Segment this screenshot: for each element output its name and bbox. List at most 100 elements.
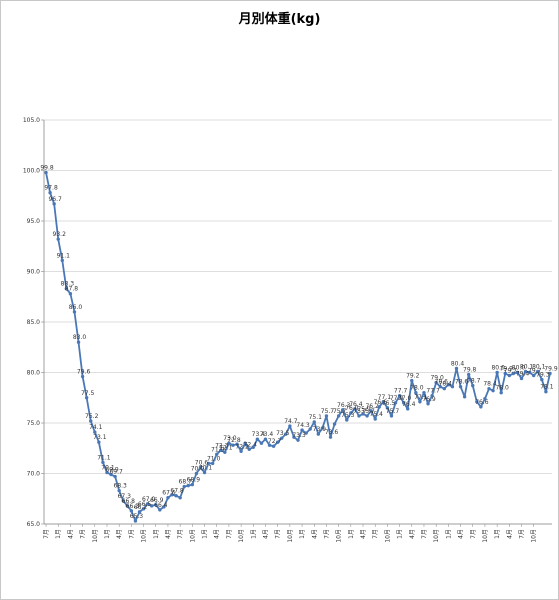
data-label: 77.7 <box>394 388 408 395</box>
y-tick-label: 75.0 <box>27 420 41 427</box>
data-label: 75.7 <box>361 408 375 415</box>
data-label: 78.0 <box>496 385 510 392</box>
data-point <box>251 445 255 449</box>
data-label: 75.1 <box>309 414 323 421</box>
data-point <box>454 366 459 371</box>
x-tick-label: 10月 <box>189 529 196 543</box>
data-label: 79.2 <box>406 373 420 380</box>
data-point <box>263 437 268 441</box>
data-label: 79.3 <box>536 372 550 379</box>
data-label: 75.3 <box>341 412 355 419</box>
data-label: 75.7 <box>353 408 367 415</box>
data-point <box>137 510 142 514</box>
data-label: 79.6 <box>77 369 91 376</box>
x-tick-label: 1月 <box>397 529 404 539</box>
data-point <box>275 440 280 444</box>
data-point <box>471 383 475 388</box>
data-point <box>178 496 182 500</box>
data-label: 66.3 <box>126 503 140 510</box>
data-point <box>349 411 353 415</box>
x-tick-label: 1月 <box>104 529 111 539</box>
data-point <box>389 414 394 418</box>
data-label: 72.3 <box>215 442 229 449</box>
data-point <box>544 389 548 394</box>
x-tick-label: 1月 <box>202 529 209 539</box>
data-label: 75.7 <box>386 408 400 415</box>
data-point <box>186 483 190 488</box>
data-label: 78.7 <box>467 378 481 385</box>
data-point <box>210 461 215 466</box>
x-tick-labels: 7月 1月 4月 7月 10月 1月 4月 7月 10月 1月 4月 7月 10月 1月 4月 7月 10月 1月… <box>43 529 538 543</box>
data-label: 68.9 <box>187 477 201 484</box>
data-label: 70.0 <box>191 466 205 473</box>
data-label: 76.2 <box>365 403 379 410</box>
x-tick-label: 4月 <box>409 529 416 539</box>
x-tick-label: 10月 <box>433 529 440 543</box>
data-point <box>320 426 325 430</box>
data-point <box>410 378 414 383</box>
data-label: 75.7 <box>333 408 347 415</box>
data-point <box>243 441 247 445</box>
data-label: 71.1 <box>97 454 111 461</box>
data-point <box>68 292 73 296</box>
data-point <box>324 414 329 418</box>
data-label: 73.4 <box>252 431 266 438</box>
y-tick-label: 95.0 <box>27 218 41 225</box>
data-point <box>450 384 455 389</box>
data-point <box>540 377 544 382</box>
y-tick-label: 105.0 <box>23 117 40 124</box>
data-point <box>422 391 426 395</box>
data-point <box>353 407 357 411</box>
data-label: 67.3 <box>118 493 132 500</box>
x-tick-label: 1月 <box>250 529 257 539</box>
data-point <box>479 405 483 409</box>
data-label: 75.2 <box>85 413 99 420</box>
data-label: 87.8 <box>65 286 79 293</box>
data-label: 72.1 <box>219 444 233 451</box>
data-label: 79.7 <box>528 368 542 375</box>
data-label: 74.1 <box>89 424 103 431</box>
data-label: 77.0 <box>398 395 412 402</box>
x-tick-label: 1月 <box>348 529 355 539</box>
data-label: 97.8 <box>44 185 58 192</box>
data-point <box>495 370 499 375</box>
data-point <box>397 394 402 398</box>
data-point <box>129 509 134 513</box>
data-point <box>503 371 507 376</box>
x-tick-label: 7月 <box>519 529 526 539</box>
data-point <box>145 502 150 506</box>
data-point <box>385 406 390 410</box>
data-label: 79.7 <box>504 368 518 375</box>
x-tick-label: 7月 <box>470 529 477 539</box>
data-label: 67.6 <box>162 490 176 497</box>
x-tick-label: 1月 <box>445 529 452 539</box>
x-tick-label: 10月 <box>482 529 489 543</box>
data-label: 77.5 <box>81 390 95 397</box>
data-point <box>466 372 471 377</box>
data-point <box>499 391 503 395</box>
data-point <box>458 384 463 389</box>
data-point <box>105 470 109 475</box>
data-label: 72.4 <box>244 441 258 448</box>
data-label: 66.8 <box>122 498 136 505</box>
data-label: 78.0 <box>410 385 424 392</box>
data-point <box>288 424 292 428</box>
data-label: 77.7 <box>426 388 440 395</box>
data-point <box>56 237 60 241</box>
data-point <box>84 396 89 400</box>
data-label: 73.5 <box>276 430 290 437</box>
x-tick-label: 10月 <box>287 529 294 543</box>
data-label: 69.7 <box>109 469 123 476</box>
data-point <box>527 370 532 375</box>
data-label: 96.7 <box>48 196 62 203</box>
data-label: 79.9 <box>500 366 514 373</box>
data-point <box>487 386 491 391</box>
data-label: 66.9 <box>150 497 164 504</box>
x-tick-label: 4月 <box>311 529 318 539</box>
x-tick-label: 10月 <box>92 529 99 543</box>
data-point <box>174 494 178 498</box>
data-label: 80.0 <box>491 365 505 372</box>
data-point <box>426 402 430 406</box>
data-point <box>255 437 260 441</box>
data-labels: 99.8 97.8 96.7 93.2 91.1 88.387.8 86.0 83.0 79.6… <box>40 165 557 520</box>
